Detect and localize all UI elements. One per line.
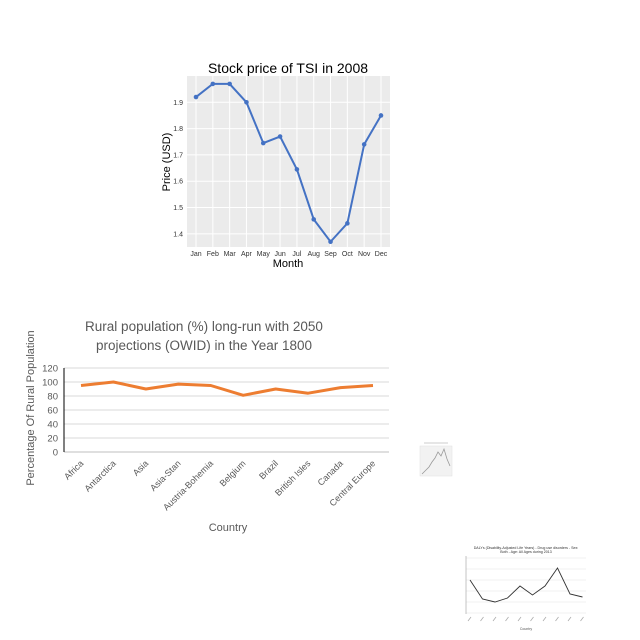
thumbnail-chart-2: DALYs (Disability-Adjusted Life Years) -… — [465, 546, 586, 631]
x-tick-label: Asia — [131, 458, 150, 477]
y-tick-label: 1.4 — [173, 231, 183, 238]
y-tick-label: 1.6 — [173, 179, 183, 186]
chart-title: Stock price of TSI in 2008 — [208, 60, 368, 76]
x-tick-labels: Jan Feb Mar Apr May Jun Jul Aug Sep Oct Nov Dec — [190, 251, 387, 258]
y-tick-label: 0 — [53, 448, 58, 459]
x-tick-label: Mar — [224, 251, 237, 258]
thumbnail-x-tick-mark — [505, 616, 509, 622]
rural-series-line — [80, 380, 374, 397]
y-tick-label: 120 — [42, 364, 58, 375]
x-tick-label: Africa — [62, 458, 85, 481]
x-tick-label: Belgium — [218, 458, 248, 488]
thumbnail-x-ticks — [467, 616, 584, 622]
thumbnail-series-line — [469, 567, 583, 603]
x-tick-label: Dec — [375, 251, 388, 258]
x-axis-label: Country — [209, 522, 248, 534]
thumbnail-x-tick-mark — [555, 616, 559, 622]
x-tick-label: Jan — [190, 251, 201, 258]
thumbnail-x-tick-mark — [467, 616, 472, 622]
y-tick-label: 60 — [47, 406, 58, 417]
price-point-may — [260, 140, 266, 146]
y-tick-label: 100 — [42, 378, 58, 389]
thumbnail-x-tick-mark — [517, 616, 522, 622]
thumbnail-x-tick-mark — [580, 616, 584, 622]
price-point-feb — [210, 81, 216, 87]
y-tick-label: 80 — [47, 392, 58, 403]
thumbnail-x-axis-label: Country — [520, 627, 533, 631]
thumbnail-x-tick-mark — [480, 616, 484, 622]
price-point-jun — [277, 134, 283, 139]
y-tick-label: 1.9 — [173, 100, 183, 107]
x-tick-label: Sep — [324, 251, 337, 258]
price-point-aug — [311, 217, 317, 222]
y-tick-label: 1.5 — [173, 205, 183, 212]
x-tick-label: May — [257, 251, 271, 258]
price-point-oct — [345, 221, 350, 226]
y-tick-label: 1.8 — [173, 126, 183, 133]
grid-lines — [64, 367, 389, 453]
plot-area — [187, 76, 390, 247]
x-tick-label: Nov — [358, 251, 371, 258]
y-tick-label: 40 — [47, 420, 58, 431]
chart-title-line-1: Rural population (%) long-run with 2050 — [85, 319, 323, 334]
price-point-apr — [244, 100, 249, 105]
y-tick-label: 20 — [47, 434, 58, 445]
y-tick-labels: 0 20 40 60 80 100 120 — [42, 364, 58, 459]
stock-price-chart: Stock price of TSI in 2008 1.41.51.61.71… — [161, 60, 390, 270]
thumbnail-x-tick-mark — [530, 616, 534, 622]
x-axis-label: Month — [273, 258, 304, 270]
thumbnail-title-line-1: DALYs (Disability-Adjusted Life Years) -… — [474, 546, 579, 550]
x-tick-label: Brazil — [257, 458, 280, 481]
grid-lines — [187, 76, 390, 247]
x-tick-label: Antarctica — [82, 458, 117, 493]
x-tick-label: British Isles — [273, 458, 313, 498]
y-axis-label: Percentage Of Rural Population — [25, 330, 37, 485]
x-tick-label: Jun — [274, 251, 285, 258]
x-tick-label: Oct — [342, 251, 353, 258]
price-series-points — [193, 81, 384, 245]
thumbnail-x-tick-mark — [542, 616, 547, 622]
x-tick-label: Jul — [292, 251, 301, 258]
x-tick-label: Aug — [307, 251, 320, 258]
thumbnail-series-line — [421, 447, 451, 475]
thumbnail-chart-1 — [414, 440, 454, 482]
x-tick-label: Apr — [241, 251, 253, 258]
rural-population-chart: Rural population (%) long-run with 2050 … — [25, 319, 389, 534]
price-point-dec — [378, 113, 384, 118]
price-point-jan — [193, 94, 199, 100]
price-point-sep — [328, 239, 333, 245]
price-point-nov — [361, 142, 367, 147]
x-tick-label: Feb — [207, 251, 219, 258]
chart-title-line-2: projections (OWID) in the Year 1800 — [96, 338, 312, 353]
y-tick-labels: 1.4 1.5 1.6 1.7 1.8 1.9 — [173, 100, 183, 239]
y-tick-label: 1.7 — [173, 152, 183, 159]
price-point-jul — [294, 167, 300, 172]
thumbnail-x-tick-mark — [567, 616, 572, 622]
thumbnail-title-line-2: Both - Age: All Ages during 2013 — [500, 550, 552, 554]
thumbnail-grid — [465, 556, 586, 614]
y-axis-label: Price (USD) — [161, 133, 173, 192]
price-series-line — [195, 82, 382, 244]
thumbnail-x-tick-mark — [492, 616, 497, 622]
price-point-mar — [227, 81, 232, 87]
x-tick-label: Canada — [316, 458, 345, 487]
